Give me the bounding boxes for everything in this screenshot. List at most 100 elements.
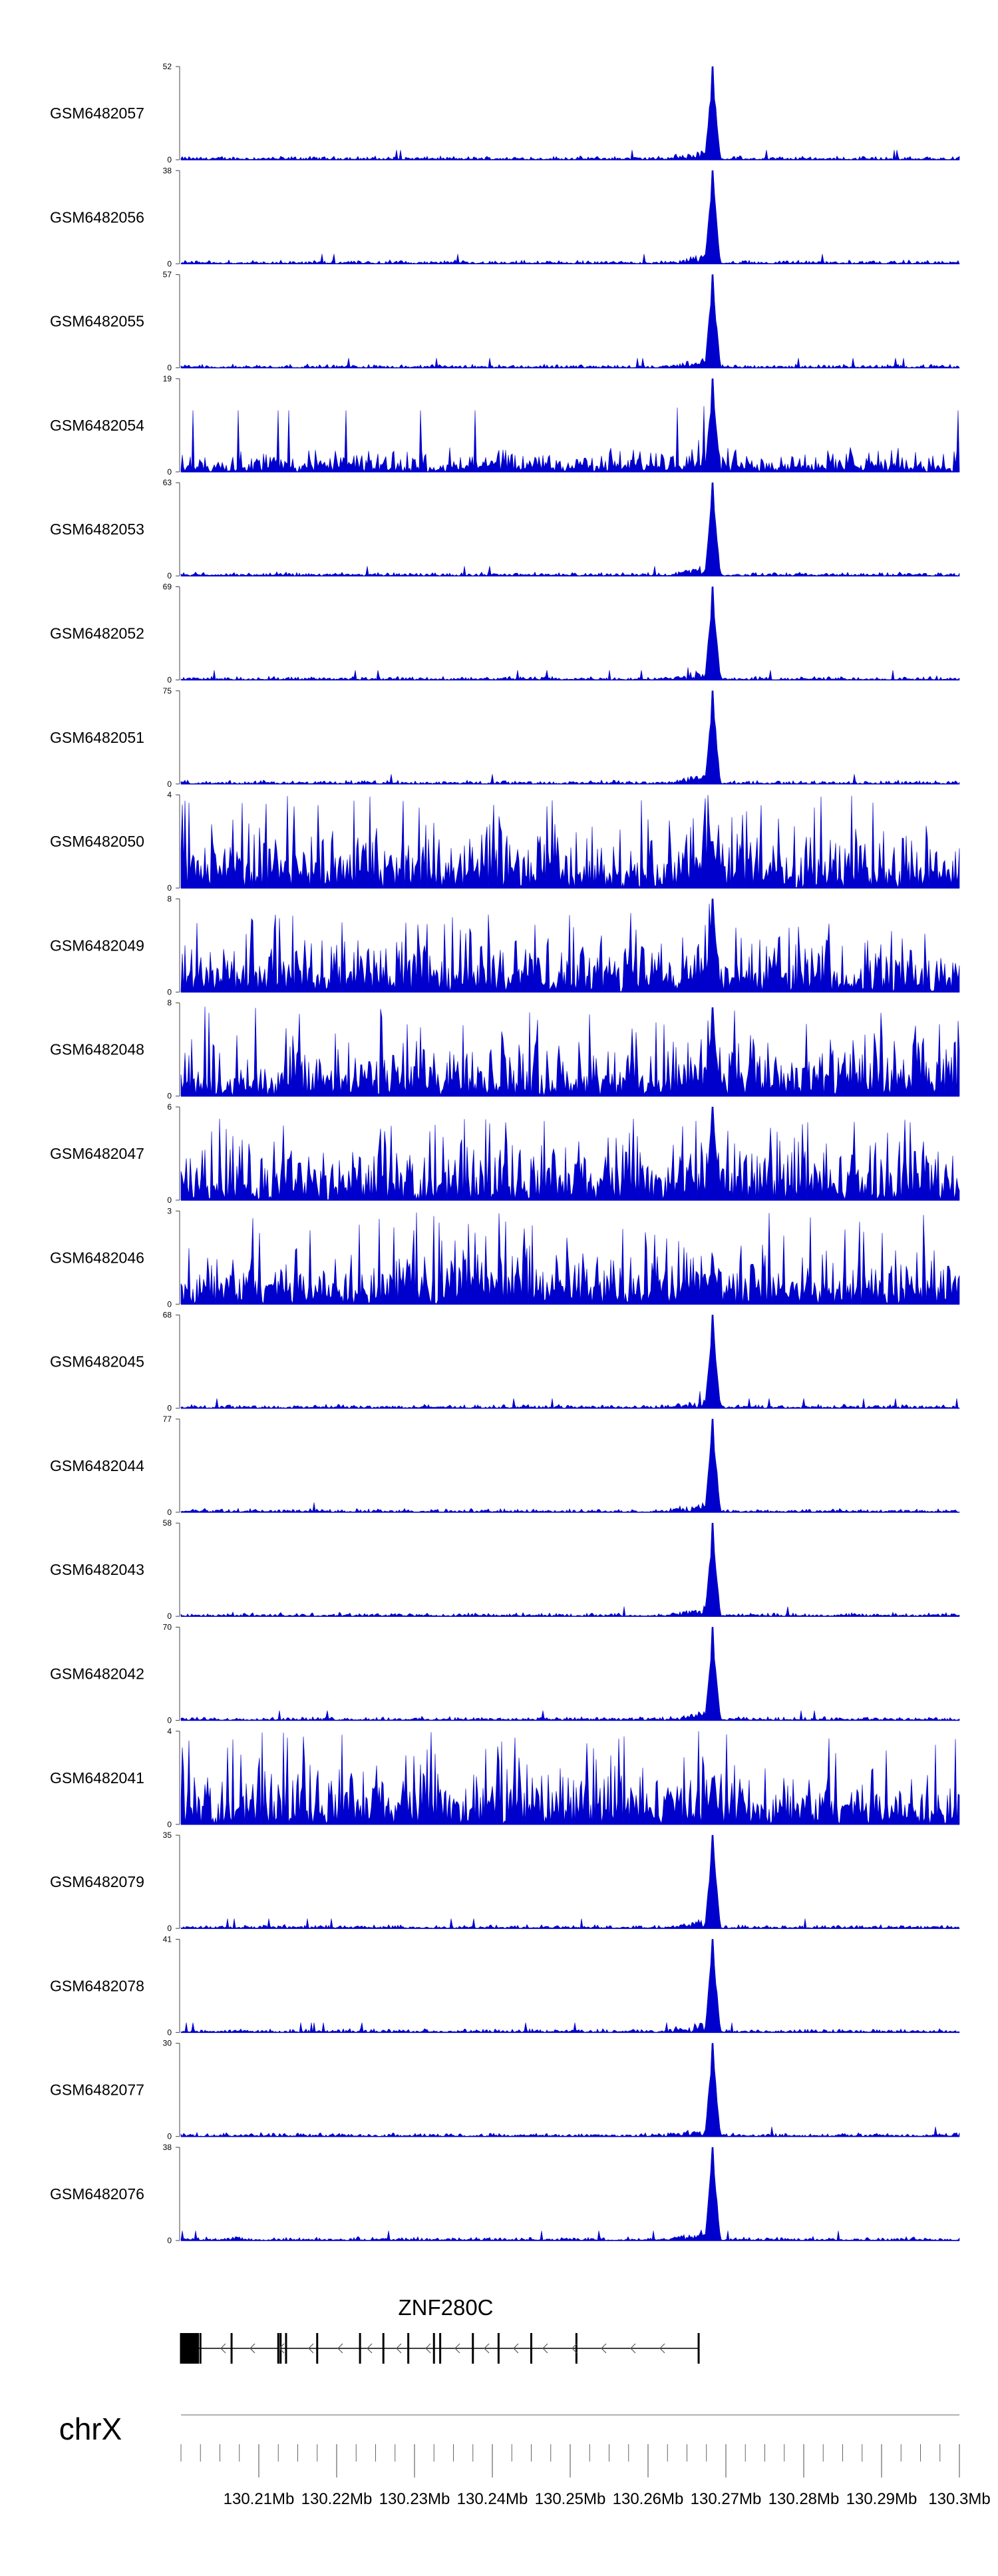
coverage-signal — [180, 482, 960, 576]
y-min-label: 0 — [167, 2028, 172, 2037]
coverage-signal — [180, 899, 960, 992]
x-tick-label: 130.25Mb — [535, 2490, 606, 2508]
y-min-label: 0 — [167, 1404, 172, 1413]
coverage-signal — [180, 1939, 960, 2034]
strand-arrow — [542, 2343, 548, 2354]
y-max-label: 68 — [163, 1311, 172, 1320]
coverage-signal — [180, 2147, 960, 2241]
coverage-signal — [180, 1627, 960, 1721]
track-GSM6482043: GSM6482043 58 0 — [50, 1518, 960, 1621]
y-max-label: 75 — [163, 686, 172, 696]
track-label: GSM6482056 — [50, 208, 144, 226]
x-tick-label: 130.27Mb — [691, 2490, 762, 2508]
track-label: GSM6482079 — [50, 1873, 144, 1890]
track-label: GSM6482077 — [50, 2081, 144, 2099]
coverage-signal — [180, 66, 960, 160]
coverage-signal — [180, 1731, 960, 1825]
track-GSM6482044: GSM6482044 77 0 — [50, 1414, 960, 1517]
strand-arrow — [279, 2343, 285, 2354]
coverage-tracks: GSM6482057520GSM6482056380GSM6482055570G… — [50, 62, 960, 2245]
strand-arrow — [220, 2343, 226, 2354]
track-GSM6482057: GSM6482057 52 0 — [50, 62, 960, 164]
x-tick-label: 130.3Mb — [928, 2490, 990, 2508]
track-GSM6482049: GSM6482049 8 0 — [50, 894, 960, 996]
y-max-label: 58 — [163, 1518, 172, 1528]
track-GSM6482078: GSM6482078 41 0 — [50, 1934, 960, 2037]
x-tick-label: 130.26Mb — [613, 2490, 684, 2508]
track-GSM6482047: GSM6482047 6 0 — [50, 1102, 960, 1205]
y-min-label: 0 — [167, 1508, 172, 1517]
y-max-label: 77 — [163, 1414, 172, 1424]
gene-track: ZNF280C — [180, 2295, 700, 2364]
track-label: GSM6482046 — [50, 1249, 144, 1266]
y-max-label: 8 — [167, 894, 172, 903]
y-min-label: 0 — [167, 987, 172, 996]
x-tick-label: 130.23Mb — [379, 2490, 450, 2508]
y-min-label: 0 — [167, 1195, 172, 1205]
y-max-label: 69 — [163, 582, 172, 592]
track-GSM6482050: GSM6482050 4 0 — [50, 790, 960, 893]
y-min-label: 0 — [167, 1611, 172, 1621]
y-min-label: 0 — [167, 155, 172, 164]
y-min-label: 0 — [167, 2236, 172, 2245]
track-label: GSM6482048 — [50, 1041, 144, 1058]
track-label: GSM6482076 — [50, 2185, 144, 2203]
strand-arrow — [337, 2343, 343, 2354]
coverage-signal — [180, 1418, 960, 1513]
x-tick-label: 130.21Mb — [224, 2490, 295, 2508]
y-max-label: 4 — [167, 790, 172, 799]
track-GSM6482046: GSM6482046 3 0 — [50, 1206, 960, 1309]
y-max-label: 4 — [167, 1727, 172, 1736]
x-tick-label: 130.28Mb — [768, 2490, 840, 2508]
track-label: GSM6482050 — [50, 833, 144, 850]
y-min-label: 0 — [167, 1924, 172, 1933]
track-label: GSM6482047 — [50, 1145, 144, 1162]
y-min-label: 0 — [167, 1820, 172, 1829]
y-min-label: 0 — [167, 1299, 172, 1309]
chromosome-label: chrX — [59, 2412, 122, 2446]
strand-arrow — [484, 2343, 490, 2354]
coverage-signal — [180, 1106, 960, 1201]
coverage-signal — [180, 1834, 960, 1929]
coverage-signal — [180, 378, 960, 473]
coverage-signal — [180, 795, 960, 889]
track-label: GSM6482041 — [50, 1769, 144, 1787]
gene-utr-block — [180, 2333, 199, 2364]
coverage-signal — [180, 274, 960, 369]
track-GSM6482053: GSM6482053 63 0 — [50, 478, 960, 580]
track-label: GSM6482057 — [50, 105, 144, 122]
y-max-label: 57 — [163, 270, 172, 280]
track-GSM6482048: GSM6482048 8 0 — [50, 998, 960, 1101]
y-max-label: 8 — [167, 998, 172, 1008]
coverage-signal — [180, 2043, 960, 2137]
strand-arrow — [659, 2343, 665, 2354]
coverage-signal — [180, 170, 960, 264]
strand-arrow — [367, 2343, 373, 2354]
track-GSM6482054: GSM6482054 19 0 — [50, 374, 960, 477]
coverage-signal — [180, 586, 960, 681]
y-min-label: 0 — [167, 676, 172, 685]
track-label: GSM6482043 — [50, 1561, 144, 1578]
track-label: GSM6482045 — [50, 1353, 144, 1371]
x-tick-label: 130.29Mb — [846, 2490, 917, 2508]
strand-arrow — [425, 2343, 431, 2354]
coverage-signal — [180, 690, 960, 785]
track-label: GSM6482042 — [50, 1665, 144, 1683]
track-GSM6482077: GSM6482077 30 0 — [50, 2039, 960, 2141]
y-max-label: 38 — [163, 2143, 172, 2152]
strand-arrow — [513, 2343, 519, 2354]
y-min-label: 0 — [167, 467, 172, 477]
x-tick-label: 130.24Mb — [457, 2490, 528, 2508]
track-label: GSM6482051 — [50, 729, 144, 746]
gene-label: ZNF280C — [398, 2295, 493, 2320]
track-label: GSM6482055 — [50, 313, 144, 330]
y-min-label: 0 — [167, 571, 172, 580]
y-max-label: 63 — [163, 478, 172, 487]
track-label: GSM6482054 — [50, 417, 144, 434]
y-min-label: 0 — [167, 363, 172, 373]
y-min-label: 0 — [167, 259, 172, 268]
y-max-label: 41 — [163, 1934, 172, 1944]
y-max-label: 19 — [163, 374, 172, 383]
track-GSM6482052: GSM6482052 69 0 — [50, 582, 960, 685]
